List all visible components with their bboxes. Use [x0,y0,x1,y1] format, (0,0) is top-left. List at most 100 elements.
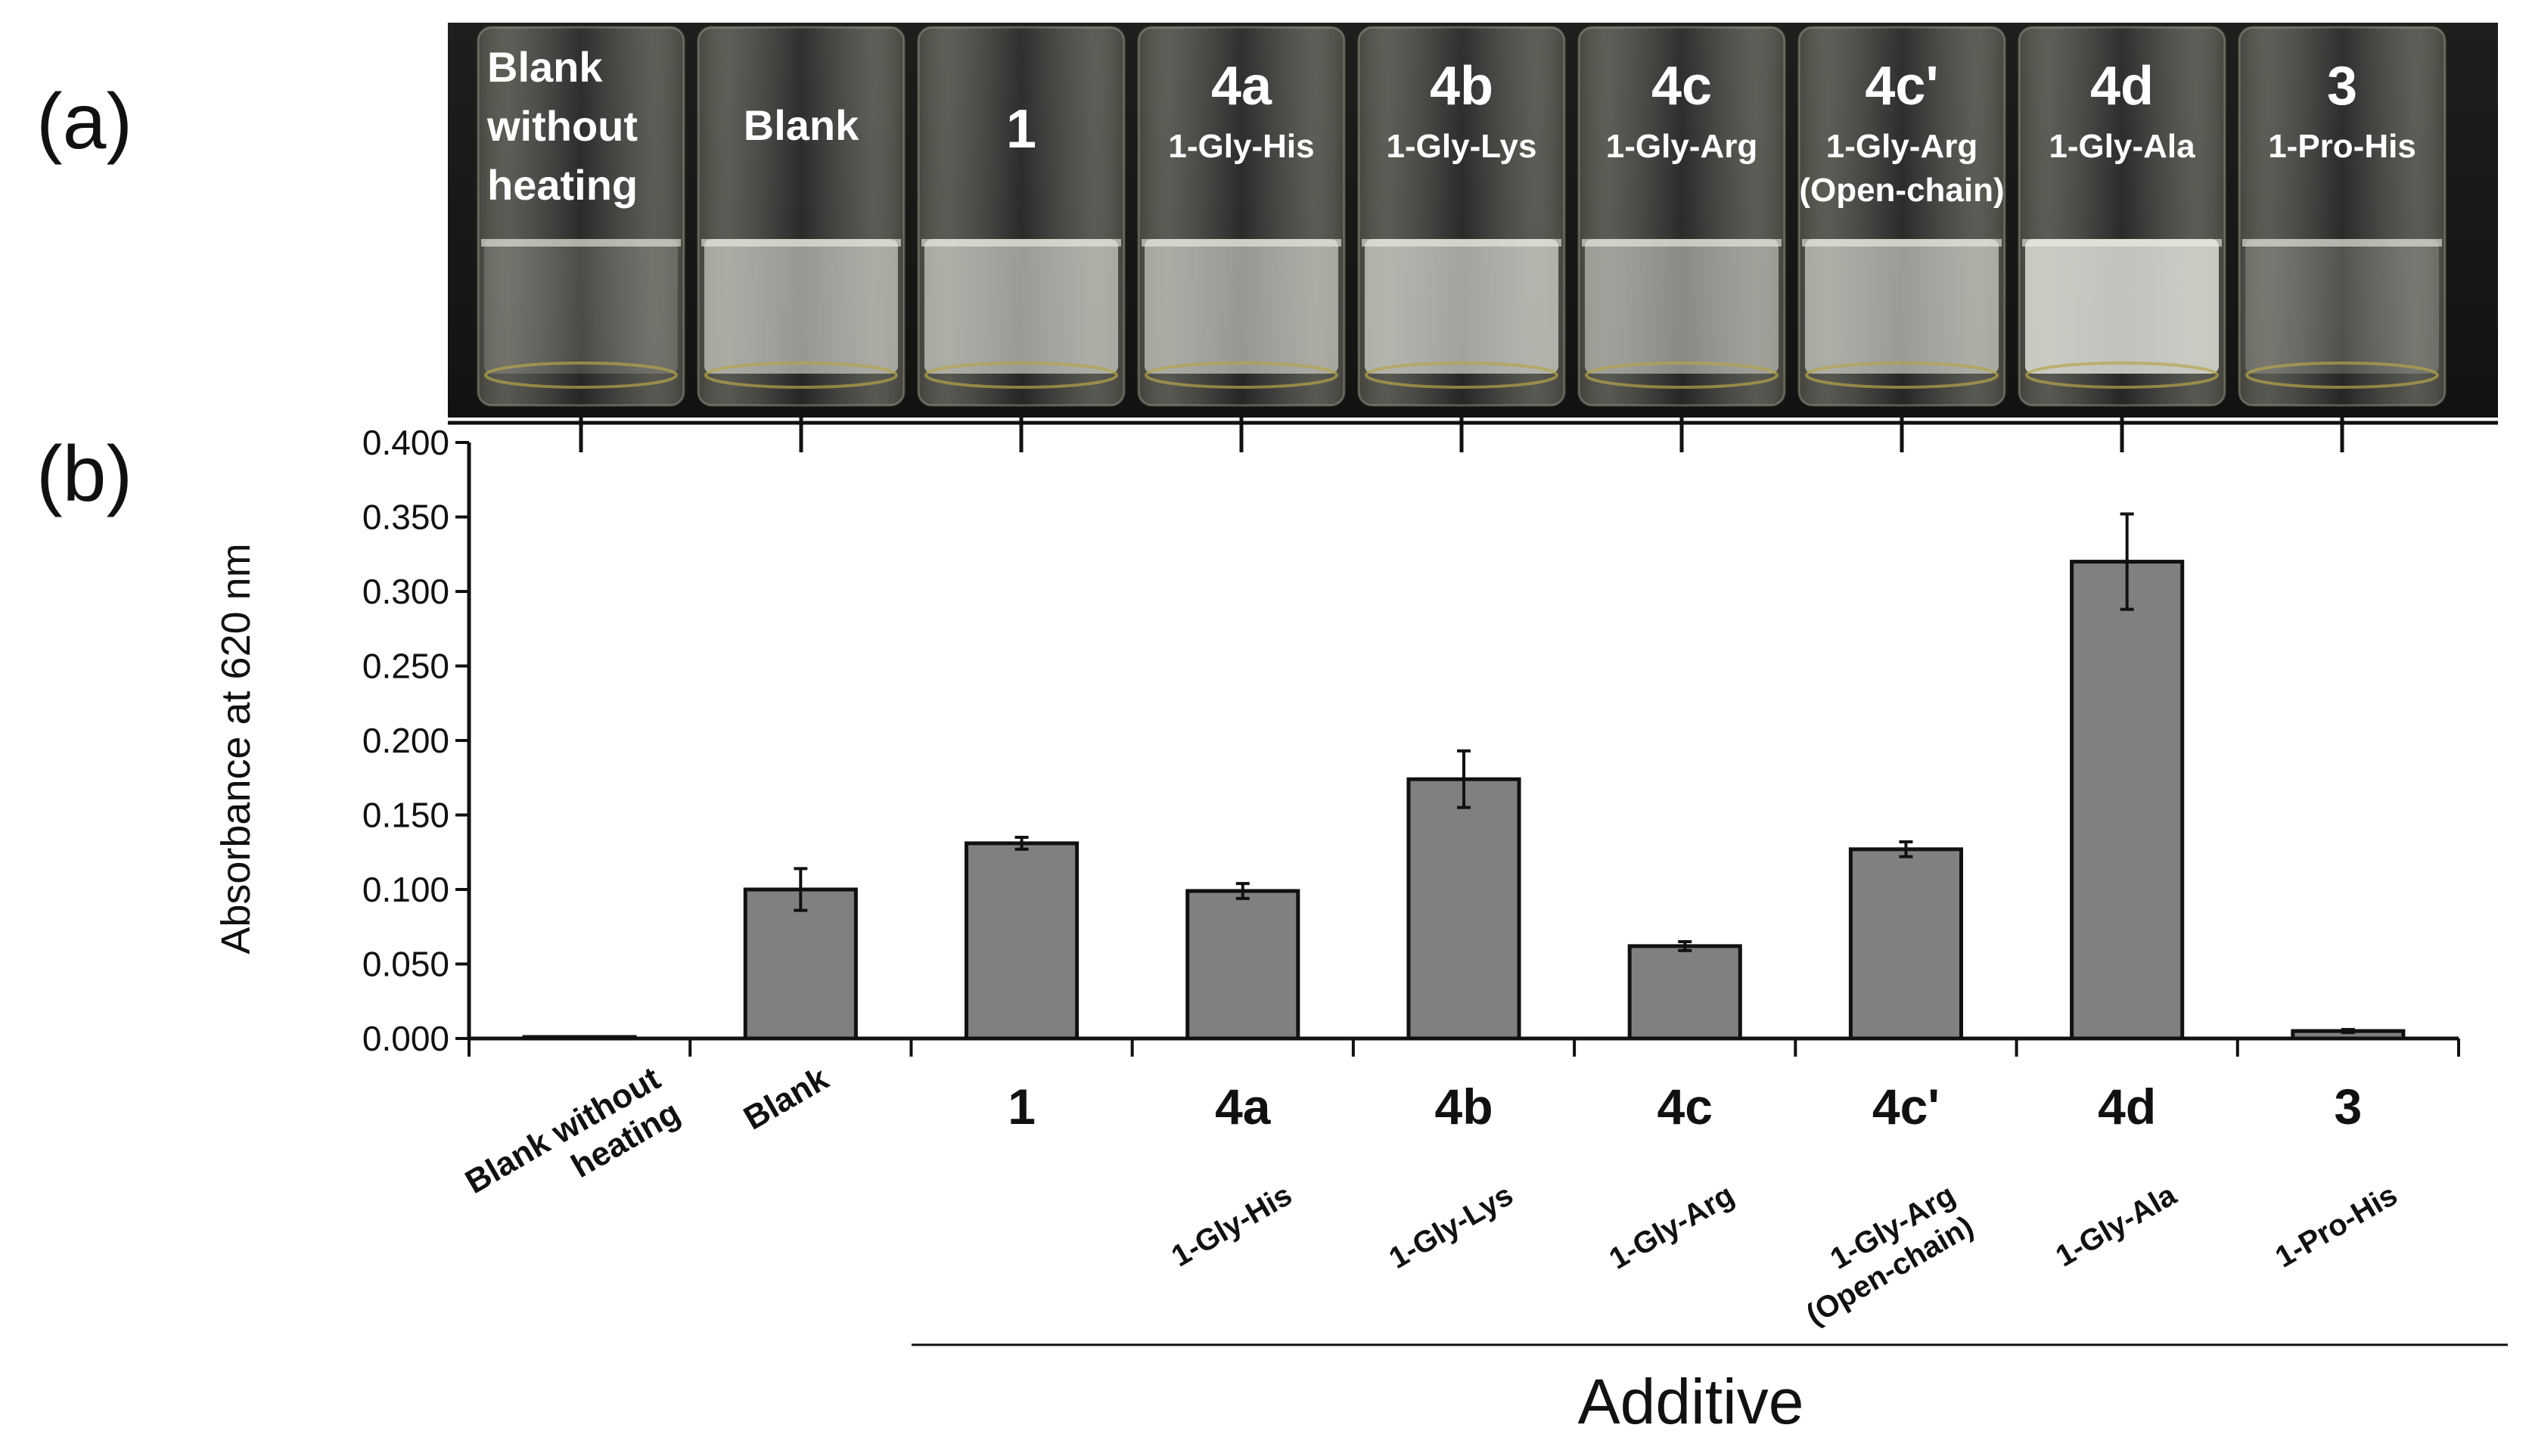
vial: 1 [917,26,1126,407]
vial: 4d 1-Gly-Ala [2018,26,2226,407]
vial-liquid [1585,239,1779,374]
y-tick-label: 0.050 [362,945,449,984]
x-category-sublabel: 1-Pro-His [2269,1178,2403,1274]
vial-liquid [2025,239,2219,374]
vial-base [1585,362,1779,389]
vial-meniscus [1142,239,1341,247]
vial-meniscus [481,239,681,247]
vial-glass [2238,26,2447,407]
bars [522,512,2406,1041]
x-category-label: 4c' [1872,1079,1940,1135]
vial: Blank [697,26,906,407]
x-category-label: 1 [1008,1079,1036,1135]
vial: 4a 1-Gly-His [1137,26,1346,407]
vial-row: Blank without heating Blank 1 4a 1-Gly-His 4b 1-… [477,26,2447,452]
x-category-label: 4c [1657,1079,1713,1135]
vial-base [1145,362,1338,389]
y-tick-label: 0.200 [362,721,449,760]
vial-liquid [1805,239,1999,374]
vial-meniscus [701,239,901,247]
x-sublabel-line: 1-Gly-Ala [2050,1178,2182,1273]
x-sublabel-line: 1-Gly-Arg [1604,1178,1740,1276]
x-category-sublabel: Blank [738,1060,835,1138]
vial-liquid [704,239,898,374]
vial-label: 4d [2090,56,2154,116]
y-axis: 0.000 0.050 0.100 0.150 0.200 0.250 0.300 0.350… [362,423,471,1058]
vial-base [1365,362,1558,389]
y-tick-label: 0.100 [362,870,449,909]
vial-label: Blank [487,43,603,91]
bar-chart: 0.000 0.050 0.100 0.150 0.200 0.250 0.300 0.350… [213,423,2508,1437]
vial-base [2245,362,2439,389]
vial-meniscus [2242,239,2442,247]
vial-meniscus [921,239,1121,247]
x-sublabel-line: Blank [738,1060,835,1138]
vial: 4c' 1-Gly-Arg (Open-chain) [1797,26,2006,407]
vial-meniscus [1802,239,2002,247]
vial-liquid [1145,239,1338,374]
vial-base [2025,362,2219,389]
vial-label: 4b [1430,56,1493,116]
x-category-sublabel: Blank withoutheating [459,1060,687,1235]
vial-liquid [1365,239,1558,374]
y-tick-label: 0.250 [362,647,449,686]
vial-base [484,362,678,389]
vial-liquid [2245,239,2439,374]
panel-label-b: (b) [36,430,132,518]
vial-sublabel: 1-Gly-His [1168,128,1314,165]
y-tick-label: 0.400 [362,423,449,462]
vial-base [704,362,898,389]
vial-sublabel: 1-Gly-Ala [2049,128,2195,165]
bar [1406,777,1521,1041]
vial: Blank without heating [477,26,685,407]
vial-sublabel: (Open-chain) [1799,172,2004,209]
x-category-sublabel: 1-Gly-Ala [2050,1178,2182,1273]
x-category-label: 4b [1434,1079,1493,1135]
vial-liquid [924,239,1118,374]
x-axis: Blank withoutheating Blank 1 4a 1-Gly-His 4b 1… [459,1036,2460,1332]
bar [1627,944,1742,1041]
x-axis-label: Additive [1578,1366,1804,1437]
x-category-sublabel: 1-Gly-Lys [1384,1178,1519,1276]
vial-meniscus [2022,239,2222,247]
vial-label: 4a [1211,56,1272,116]
bar [965,841,1080,1041]
vial-label: 1 [1006,99,1036,160]
vial: 4b 1-Gly-Lys [1357,26,1566,407]
y-tick-label: 0.350 [362,498,449,537]
vial-label: Blank [744,101,859,149]
x-category-sublabel: 1-Gly-His [1166,1178,1297,1274]
y-tick-label: 0.000 [362,1019,449,1058]
y-axis-label: Absorbance at 620 nm [213,543,259,954]
bar [743,887,858,1041]
vial-photo: Blank without heating Blank 1 4a 1-Gly-His 4b 1-… [448,23,2498,452]
vial-base [924,362,1118,389]
vial-base [1805,362,1999,389]
bar [1848,847,1964,1041]
vial-sublabel: 1-Gly-Lys [1387,128,1537,165]
vial: 3 1-Pro-His [2238,26,2447,407]
vial-label: 4c' [1865,56,1938,116]
x-category-label: 4d [2098,1079,2156,1135]
bar [2070,560,2185,1041]
vial-liquid [484,239,678,374]
vial-glass [477,26,685,407]
vial-label: 3 [2327,56,2357,116]
vial: 4c 1-Gly-Arg [1577,26,1786,407]
x-category-label: 3 [2335,1079,2363,1135]
bar [1185,889,1300,1041]
y-tick-label: 0.300 [362,572,449,611]
vial-meniscus [1582,239,1782,247]
vial-label: 4c [1651,56,1712,116]
vial-label: heating [487,161,638,209]
x-category-sublabel: 1-Gly-Arg(Open-chain) [1782,1178,1979,1332]
vial-meniscus [1362,239,1561,247]
vial-sublabel: 1-Pro-His [2268,128,2416,165]
panel-label-a: (a) [36,78,132,166]
x-sublabel-line: 1-Gly-His [1166,1178,1297,1274]
vial-sublabel: 1-Gly-Arg [1826,128,1977,165]
x-sublabel-line: 1-Gly-Lys [1384,1178,1519,1276]
vial-sublabel: 1-Gly-Arg [1606,128,1757,165]
x-category-sublabel: 1-Gly-Arg [1604,1178,1740,1276]
